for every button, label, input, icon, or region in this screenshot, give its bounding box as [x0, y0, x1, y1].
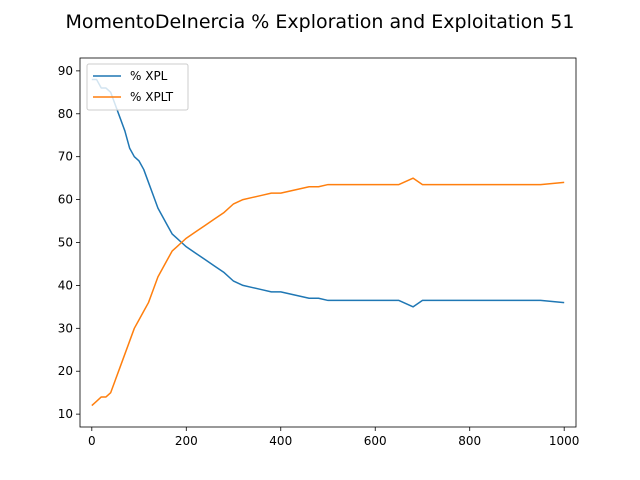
legend-label-xplt: % XPLT: [130, 90, 174, 104]
series-line-xpl: [91, 78, 565, 308]
series-layer: [91, 78, 565, 407]
series-line-xplt: [91, 177, 565, 407]
y-tick-label: 60: [58, 193, 73, 207]
ticks-layer: 0 200 400 600 800 1000 10 20 30 40 50 60 70 80 90: [58, 64, 580, 448]
y-tick-label: 30: [58, 321, 73, 335]
x-tick-label: 1000: [549, 434, 580, 448]
x-tick-label: 0: [88, 434, 96, 448]
x-tick-label: 800: [458, 434, 481, 448]
legend-label-xpl: % XPL: [130, 69, 168, 83]
plot-area: [80, 58, 576, 427]
y-tick-label: 50: [58, 236, 73, 250]
y-tick-label: 70: [58, 150, 73, 164]
y-tick-label: 20: [58, 364, 73, 378]
y-tick-label: 10: [58, 407, 73, 421]
x-tick-label: 600: [364, 434, 387, 448]
y-tick-label: 80: [58, 107, 73, 121]
x-tick-label: 200: [175, 434, 198, 448]
x-tick-label: 400: [269, 434, 292, 448]
legend: % XPL % XPLT: [86, 63, 189, 111]
y-tick-label: 90: [58, 64, 73, 78]
y-tick-label: 40: [58, 278, 73, 292]
chart-title: MomentoDeInercia % Exploration and Explo…: [66, 11, 575, 33]
